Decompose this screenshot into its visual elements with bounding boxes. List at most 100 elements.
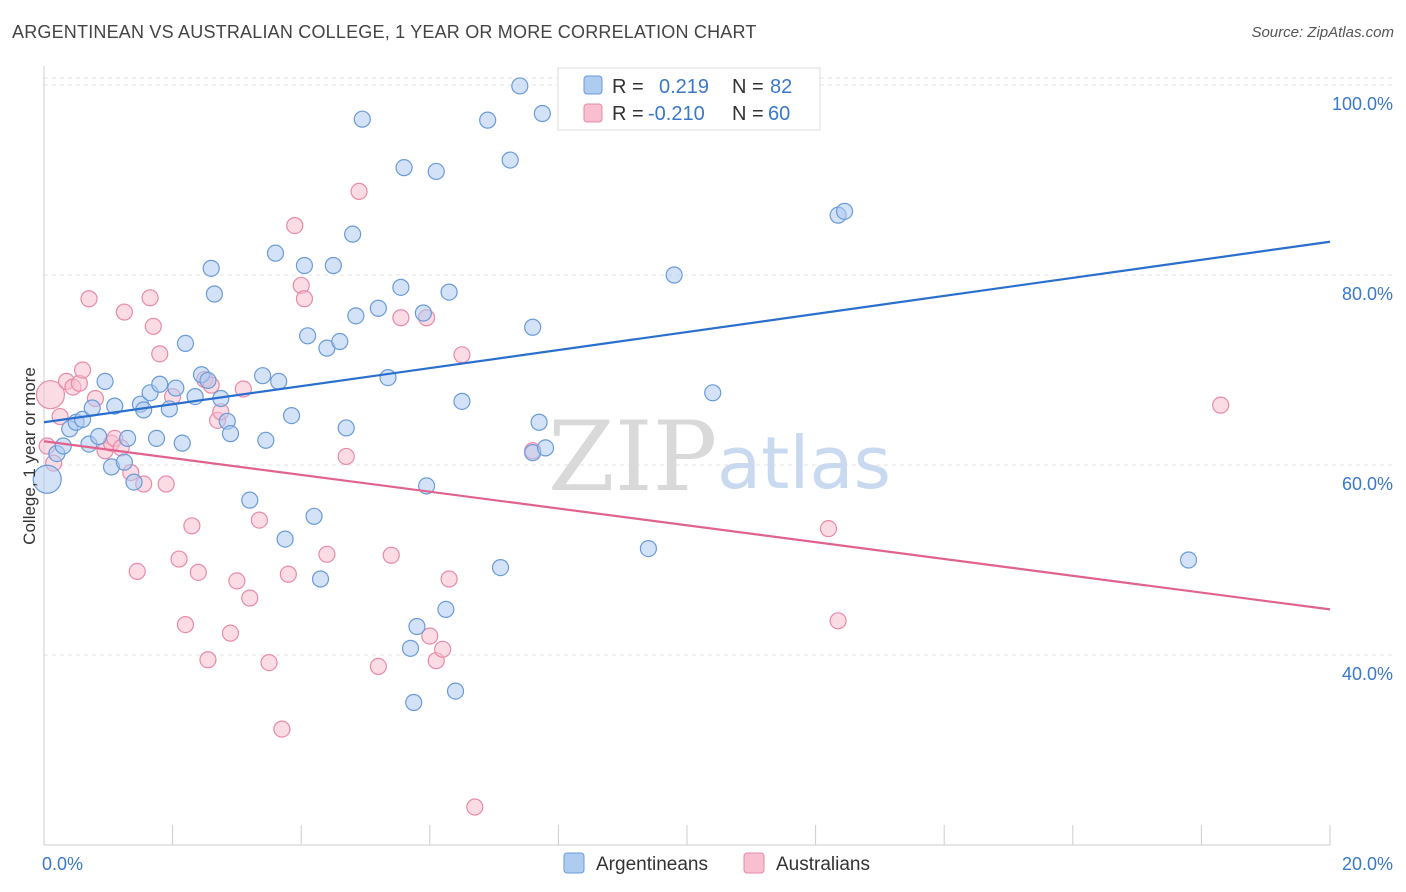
argentineans-point (254, 367, 272, 385)
australians-point (221, 624, 240, 642)
argentineans-point (392, 278, 410, 296)
argentineans-point (276, 530, 294, 548)
legend-r-label-2: R = (612, 103, 644, 125)
x-tick-label: 20.0% (1342, 854, 1393, 874)
australians-point (170, 550, 188, 568)
x-tick-marks (43, 825, 1331, 845)
argentineans-point (1179, 551, 1198, 569)
argentineans-point (270, 372, 288, 390)
australians-point (141, 289, 159, 307)
argentineans-point (118, 429, 137, 447)
legend-swatch-australians (583, 103, 603, 123)
argentineans-point (125, 473, 143, 491)
legend-n-label-1: N = (732, 76, 764, 98)
legend-n-value-argentineans: 82 (770, 76, 792, 98)
argentineans-point (311, 570, 330, 588)
argentineans-point (257, 431, 275, 449)
australians-point (115, 303, 133, 321)
argentineans-point (427, 162, 445, 181)
argentineans-point (221, 425, 240, 443)
argentineans-point (344, 225, 362, 243)
argentineans-point (414, 304, 432, 322)
legend-r-value-australians: -0.210 (648, 103, 705, 125)
australians-point (128, 562, 146, 581)
y-tick-labels: 40.0% 60.0% 80.0% 100.0% (1332, 94, 1393, 684)
argentineans-point (491, 558, 510, 577)
australians-point (434, 640, 452, 658)
argentineans-point (530, 413, 548, 431)
argentineans-point (369, 299, 387, 317)
australians-point (176, 615, 195, 634)
australians-point (35, 380, 66, 410)
argentineans-point (106, 397, 124, 415)
trend-lines (43, 240, 1331, 611)
australians-point (80, 290, 98, 308)
y-tick-label: 80.0% (1342, 284, 1393, 304)
argentineans-point (440, 283, 458, 301)
bottom-legend-australians: Australians (776, 854, 870, 875)
y-tick-label: 100.0% (1332, 94, 1393, 114)
legend-n-value-australians: 60 (768, 103, 790, 125)
argentineans-point (639, 539, 658, 558)
argentineans-points (32, 76, 1198, 712)
australians-point (453, 346, 471, 364)
argentineans-point (446, 682, 465, 700)
correlation-legend: R = 0.219 N = 82 R = -0.210 N = 60 (557, 67, 821, 131)
australians-point (337, 447, 355, 466)
argentineans-point (405, 693, 423, 712)
argentineans-point (408, 617, 426, 636)
y-axis-label: College, 1 year or more (20, 367, 39, 545)
legend-swatch-argentineans (583, 75, 603, 95)
argentineans-point (151, 375, 169, 393)
bottom-legend-swatch-australians (743, 852, 765, 874)
y-tick-label: 40.0% (1342, 664, 1393, 684)
argentineans-point (167, 379, 185, 397)
argentineans-point (501, 151, 519, 169)
argentineans-point (524, 318, 542, 336)
argentineans-point (173, 434, 191, 452)
argentineans-point (835, 202, 854, 220)
australians-point (382, 546, 400, 564)
australians-points (35, 182, 1230, 816)
australians-point (318, 545, 336, 563)
watermark-atlas: atlas (717, 421, 891, 505)
australians-point (295, 290, 314, 308)
australians-point (350, 182, 368, 200)
argentineans-point (331, 332, 349, 351)
argentineans-point (453, 392, 471, 410)
australians-point (286, 217, 304, 235)
australians-point (260, 653, 278, 672)
argentineans-trend-line (43, 240, 1331, 424)
australians-point (1212, 396, 1230, 414)
argentineans-point (324, 256, 342, 275)
australians-point (228, 572, 246, 590)
argentineans-point (299, 327, 317, 345)
argentineans-point (241, 491, 259, 509)
argentineans-point (54, 437, 72, 455)
australians-trend-line (43, 440, 1331, 611)
australians-point (151, 345, 169, 363)
bottom-legend-argentineans: Argentineans (596, 854, 708, 875)
argentineans-point (282, 407, 301, 425)
argentineans-point (266, 244, 285, 262)
argentineans-point (205, 285, 223, 303)
argentineans-point (395, 159, 413, 177)
australians-point (440, 570, 458, 588)
legend-r-value-argentineans: 0.219 (659, 76, 709, 98)
australians-point (273, 720, 291, 738)
australians-point (183, 517, 201, 535)
chart-title: ARGENTINEAN VS AUSTRALIAN COLLEGE, 1 YEA… (12, 22, 757, 42)
australians-point (144, 317, 162, 335)
argentineans-point (353, 110, 371, 128)
australians-point (241, 589, 259, 607)
argentineans-point (96, 372, 114, 390)
legend-n-label-2: N = (732, 103, 764, 125)
argentineans-point (379, 369, 397, 387)
australians-point (829, 612, 847, 630)
argentineans-point (704, 384, 722, 402)
x-tick-labels: 0.0% 20.0% (42, 854, 1393, 874)
australians-point (466, 798, 484, 816)
australians-point (369, 657, 387, 676)
argentineans-point (479, 111, 497, 129)
